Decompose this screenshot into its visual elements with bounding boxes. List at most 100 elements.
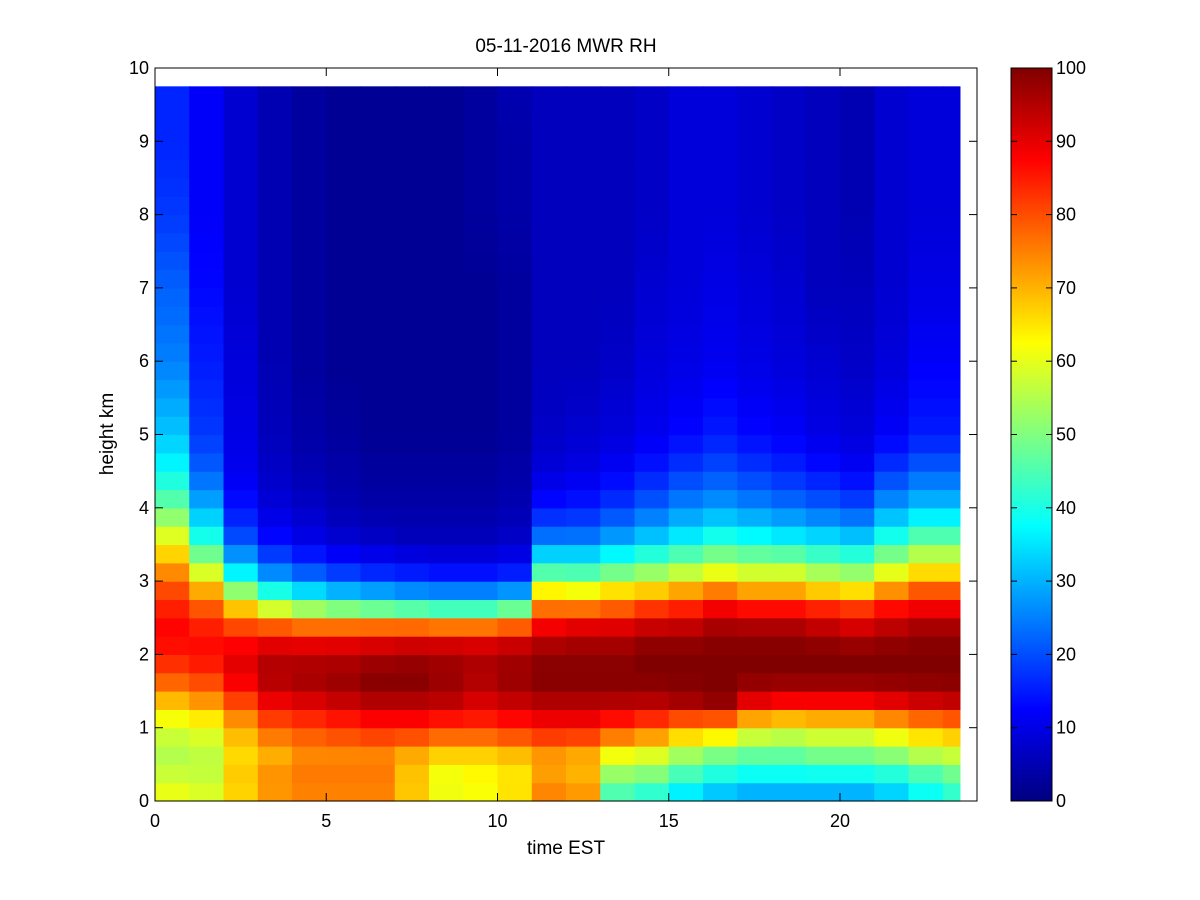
heatmap-cell	[942, 581, 961, 601]
heatmap-cell	[771, 379, 807, 399]
heatmap-cell	[292, 452, 327, 472]
heatmap-cell	[463, 434, 499, 454]
heatmap-cell	[257, 581, 293, 601]
heatmap-cell	[600, 141, 636, 161]
y-tick-label: 9	[139, 131, 149, 151]
heatmap-cell	[497, 361, 533, 381]
heatmap-cell	[394, 617, 430, 637]
heatmap-cell	[600, 287, 636, 307]
heatmap-cell	[531, 141, 567, 161]
heatmap-cell	[463, 416, 499, 436]
heatmap-cell	[908, 489, 944, 509]
heatmap-cell	[908, 379, 944, 399]
heatmap-cell	[257, 196, 293, 216]
heatmap-cell	[155, 251, 190, 271]
heatmap-cell	[840, 581, 875, 601]
heatmap-cell	[497, 452, 533, 472]
heatmap-cell	[840, 471, 875, 491]
heatmap-cell	[668, 214, 704, 234]
heatmap-cell	[942, 287, 961, 307]
heatmap-cell	[737, 489, 773, 509]
heatmap-cell	[600, 324, 636, 344]
heatmap-cell	[634, 617, 670, 637]
heatmap-cell	[942, 159, 961, 179]
y-tick-label: 5	[139, 425, 149, 445]
heatmap-cell	[805, 544, 841, 564]
heatmap-cell	[566, 691, 601, 710]
heatmap-cell	[326, 764, 362, 784]
heatmap-cell	[326, 122, 362, 142]
heatmap-cell	[805, 361, 841, 381]
heatmap-cell	[668, 727, 704, 747]
heatmap-cell	[805, 86, 841, 106]
heatmap-cell	[531, 434, 567, 454]
heatmap-cell	[668, 141, 704, 161]
heatmap-cell	[668, 544, 704, 564]
heatmap-cell	[497, 599, 533, 619]
heatmap-cell	[634, 122, 670, 142]
heatmap-cell	[292, 86, 327, 106]
heatmap-cell	[394, 306, 430, 326]
heatmap-cell	[737, 727, 773, 747]
heatmap-cell	[703, 122, 738, 142]
heatmap-cell	[497, 177, 533, 197]
heatmap-cell	[737, 159, 773, 179]
heatmap-cell	[600, 86, 636, 106]
heatmap-cell	[771, 526, 807, 546]
heatmap-cell	[566, 727, 601, 747]
heatmap-cell	[257, 672, 293, 692]
heatmap-cell	[908, 727, 944, 747]
heatmap-cell	[874, 636, 910, 655]
colorbar-tick-label: 0	[1056, 791, 1066, 811]
heatmap-cell	[668, 104, 704, 124]
heatmap-cell	[668, 306, 704, 326]
heatmap-cell	[497, 746, 533, 765]
heatmap-cell	[600, 361, 636, 381]
heatmap-cell	[737, 86, 773, 106]
heatmap-cell	[189, 196, 225, 216]
heatmap-cell	[531, 122, 567, 142]
heatmap-cell	[703, 342, 738, 362]
heatmap-cell	[360, 727, 396, 747]
heatmap-cell	[360, 397, 396, 417]
heatmap-cell	[531, 159, 567, 179]
heatmap-cell	[634, 397, 670, 417]
heatmap-cell	[292, 764, 327, 784]
heatmap-cell	[326, 562, 362, 582]
heatmap-cell	[463, 287, 499, 307]
heatmap-cell	[394, 691, 430, 710]
heatmap-cell	[874, 617, 910, 637]
heatmap-cell	[155, 452, 190, 472]
heatmap-cell	[942, 214, 961, 234]
heatmap-cell	[908, 269, 944, 289]
heatmap-cell	[189, 672, 225, 692]
heatmap-cell	[771, 159, 807, 179]
heatmap-cell	[805, 617, 841, 637]
heatmap-cell	[874, 86, 910, 106]
heatmap-cell	[942, 232, 961, 252]
heatmap-cell	[257, 764, 293, 784]
heatmap-cell	[703, 581, 738, 601]
heatmap-cell	[394, 287, 430, 307]
heatmap-cell	[840, 159, 875, 179]
heatmap-cell	[429, 764, 464, 784]
heatmap-cell	[634, 672, 670, 692]
heatmap-cell	[566, 342, 601, 362]
heatmap-cell	[429, 434, 464, 454]
heatmap-cell	[429, 636, 464, 655]
heatmap-cell	[189, 599, 225, 619]
heatmap-cell	[155, 214, 190, 234]
heatmap-cell	[463, 599, 499, 619]
heatmap-cell	[360, 141, 396, 161]
heatmap-cell	[394, 709, 430, 729]
heatmap-cell	[292, 214, 327, 234]
heatmap-cell	[634, 636, 670, 655]
heatmap-cell	[703, 86, 738, 106]
heatmap-cell	[497, 324, 533, 344]
heatmap-cell	[326, 507, 362, 527]
heatmap-cell	[189, 269, 225, 289]
heatmap-cell	[429, 709, 464, 729]
heatmap-cell	[600, 104, 636, 124]
heatmap-cell	[668, 251, 704, 271]
heatmap-cell	[634, 654, 670, 674]
